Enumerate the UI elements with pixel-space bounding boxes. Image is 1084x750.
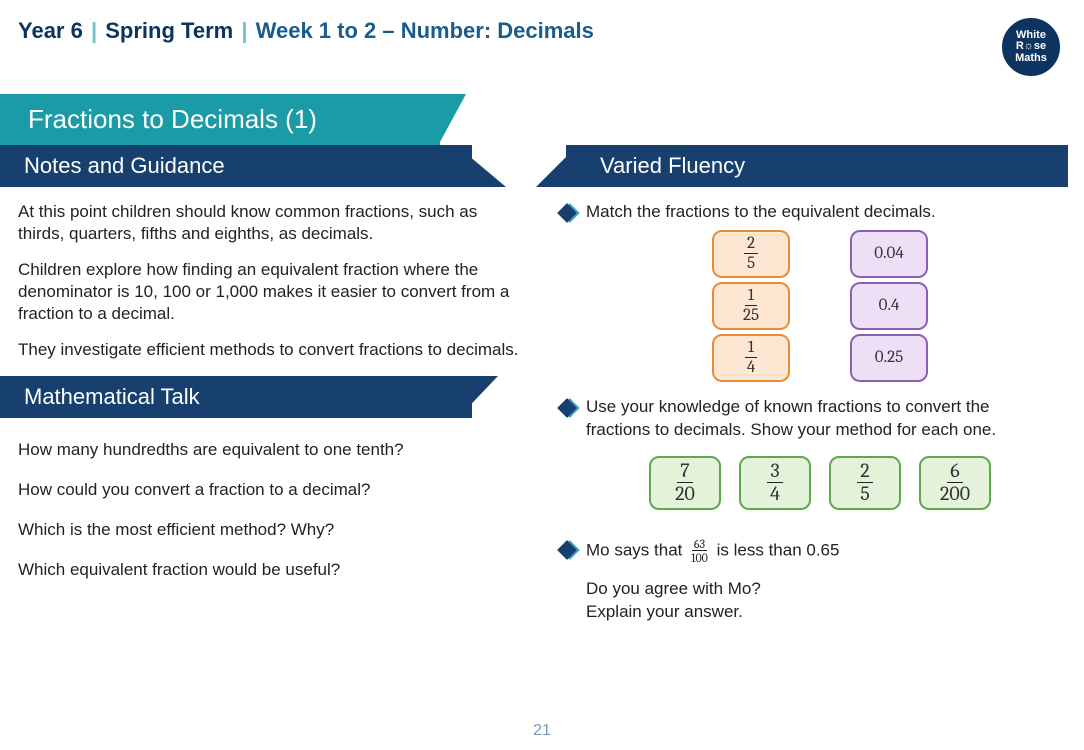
task1: Match the fractions to the equivalent de…: [556, 201, 1054, 386]
task2: Use your knowledge of known fractions to…: [556, 396, 1054, 528]
task3-fraction: 63100: [691, 538, 708, 564]
task1-decimal-3: 0.25: [850, 334, 928, 382]
task2-prompt: Use your knowledge of known fractions to…: [586, 396, 1054, 442]
talk-heading: Mathematical Talk: [0, 376, 472, 418]
task1-fraction-2: 125: [712, 282, 790, 330]
page-number: 21: [0, 722, 1084, 740]
task1-decimal-1: 0.04: [850, 230, 928, 278]
notes-para-2: Children explore how finding an equivale…: [18, 259, 520, 325]
breadcrumb: Year 6 | Spring Term | Week 1 to 2 – Num…: [18, 18, 594, 44]
notes-para-1: At this point children should know commo…: [18, 201, 520, 245]
task3-line1: Mo says that 63100 is less than 0.65: [586, 538, 1054, 564]
task2-fraction-1: 720: [649, 456, 721, 510]
task3-line3: Explain your answer.: [586, 601, 1054, 624]
talk-q4: Which equivalent fraction would be usefu…: [18, 560, 520, 580]
task1-fraction-3: 14: [712, 334, 790, 382]
task3: Mo says that 63100 is less than 0.65 Do …: [556, 538, 1054, 624]
task3-line2: Do you agree with Mo?: [586, 578, 1054, 601]
logo-white-rose-maths: White R☼se Maths: [1002, 18, 1060, 76]
breadcrumb-year: Year 6: [18, 18, 83, 43]
talk-q1: How many hundredths are equivalent to on…: [18, 440, 520, 460]
bullet-icon: [557, 398, 577, 418]
notes-heading: Notes and Guidance: [0, 145, 472, 187]
logo-line-3: Maths: [1015, 53, 1047, 65]
task2-fraction-3: 25: [829, 456, 901, 510]
talk-q2: How could you convert a fraction to a de…: [18, 480, 520, 500]
task1-decimal-2: 0.4: [850, 282, 928, 330]
task1-fraction-1: 25: [712, 230, 790, 278]
task3-prefix: Mo says that: [586, 540, 682, 559]
lesson-title: Fractions to Decimals (1): [28, 104, 317, 134]
breadcrumb-term: Spring Term: [105, 18, 233, 43]
page-header: Year 6 | Spring Term | Week 1 to 2 – Num…: [0, 0, 1084, 86]
breadcrumb-sep-1: |: [89, 18, 99, 43]
fluency-heading: Varied Fluency: [566, 145, 1068, 187]
notes-para-3: They investigate efficient methods to co…: [18, 339, 520, 361]
task2-fraction-4: 6200: [919, 456, 991, 510]
talk-q3: Which is the most efficient method? Why?: [18, 520, 520, 540]
left-column: Notes and Guidance At this point childre…: [0, 145, 542, 634]
task3-suffix: is less than 0.65: [717, 540, 840, 559]
task1-prompt: Match the fractions to the equivalent de…: [586, 201, 1054, 224]
lesson-title-banner: Fractions to Decimals (1): [0, 94, 440, 145]
bullet-icon: [557, 540, 577, 560]
right-column: Varied Fluency Match the fractions to th…: [542, 145, 1084, 634]
task2-fraction-2: 34: [739, 456, 811, 510]
breadcrumb-sep-2: |: [239, 18, 249, 43]
bullet-icon: [557, 203, 577, 223]
breadcrumb-week: Week 1 to 2 – Number: Decimals: [256, 18, 594, 43]
